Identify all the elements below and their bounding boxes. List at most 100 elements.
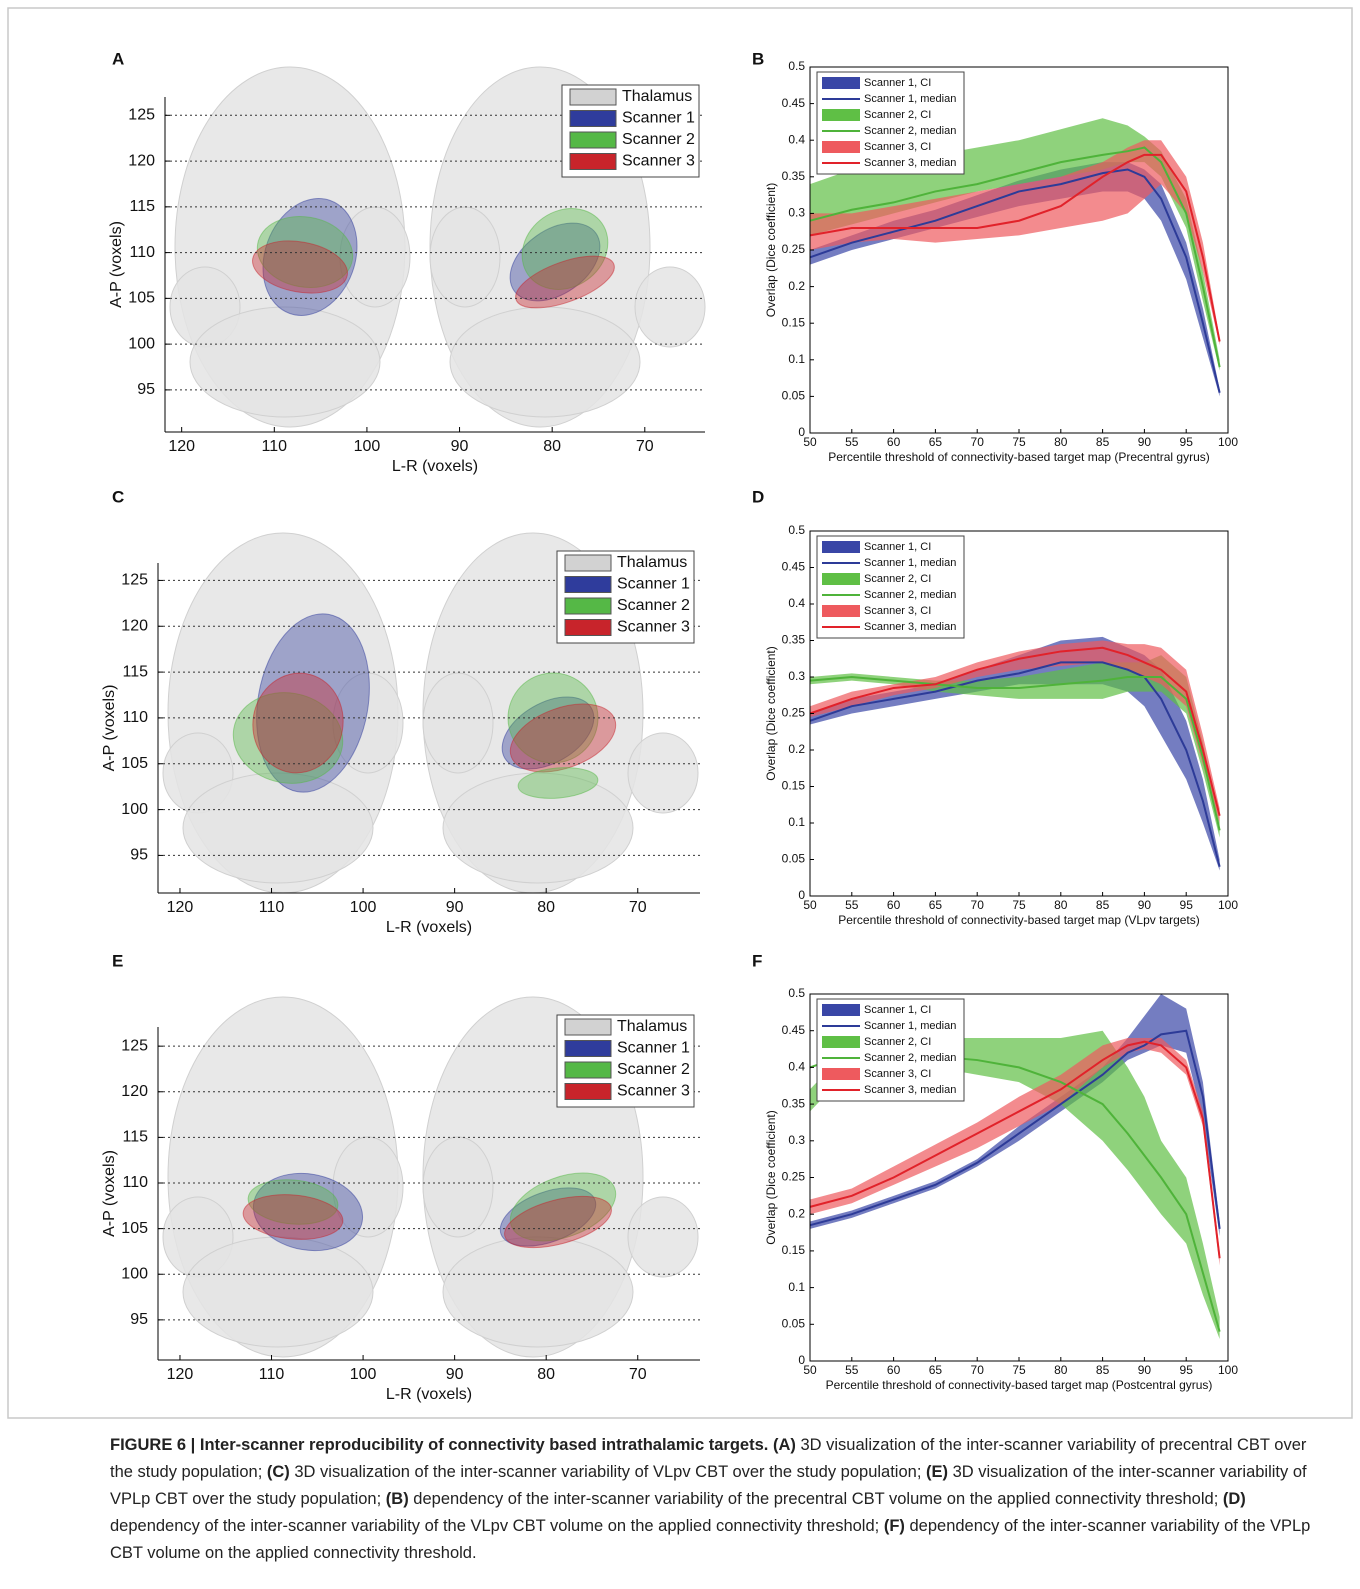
legend-label: Scanner 2 (622, 131, 695, 148)
x-tick-label: 55 (845, 1363, 859, 1377)
y-tick-label: 120 (121, 617, 148, 634)
legend-label: Scanner 3, CI (864, 1068, 931, 1080)
legend-swatch (822, 1036, 860, 1048)
y-tick-label: 0.15 (782, 1243, 806, 1257)
x-tick-label: 120 (167, 1366, 194, 1383)
legend-swatch (564, 597, 612, 615)
target-region (515, 255, 615, 309)
legend-label: Scanner 3 (617, 619, 690, 636)
x-tick-label: 50 (803, 1363, 817, 1377)
y-tick-label: 105 (128, 290, 155, 307)
target-region (509, 1172, 617, 1242)
x-tick-label: 90 (446, 1366, 464, 1383)
x-tick-label: 120 (168, 438, 195, 455)
x-tick-label: 95 (1180, 435, 1194, 449)
y-axis-label: A-P (voxels) (108, 221, 125, 308)
thalamus-shape (429, 206, 501, 308)
y-axis-label: Overlap (Dice coefficient) (764, 1110, 778, 1245)
y-tick-label: 100 (121, 1265, 148, 1282)
legend-swatch (564, 1083, 612, 1100)
thalamus-shape (634, 266, 706, 348)
legend-label: Scanner 1, CI (864, 541, 931, 553)
legend-swatch (822, 109, 860, 121)
x-tick-label: 100 (1218, 435, 1238, 449)
x-tick-label: 70 (636, 438, 654, 455)
legend-label: Thalamus (617, 1018, 687, 1035)
x-tick-label: 75 (1012, 435, 1026, 449)
y-axis-label: Overlap (Dice coefficient) (764, 183, 778, 318)
median-line (809, 168, 1221, 393)
legend-swatch (564, 1061, 612, 1079)
legend-label: Scanner 2, median (864, 1052, 956, 1064)
y-tick-label: 125 (121, 572, 148, 589)
x-tick-label: 80 (537, 1366, 555, 1383)
legend-swatch (564, 554, 612, 572)
x-tick-label: 100 (354, 438, 381, 455)
thalamus-shape (332, 672, 404, 774)
legend-label: Scanner 2, median (864, 125, 956, 137)
legend-swatch (564, 576, 612, 593)
x-tick-label: 120 (167, 899, 194, 916)
caption-title: FIGURE 6 | Inter-scanner reproducibility… (110, 1436, 769, 1454)
y-tick-label: 0.05 (782, 852, 806, 866)
y-tick-label: 120 (121, 1083, 148, 1100)
x-tick-label: 100 (350, 899, 377, 916)
y-axis-label: Overlap (Dice coefficient) (764, 646, 778, 781)
y-tick-label: 0.25 (782, 242, 806, 256)
x-tick-label: 110 (259, 1366, 285, 1383)
thalamus-shape (442, 772, 634, 884)
y-tick-label: 95 (137, 381, 155, 398)
caption-ref: (A) (772, 1436, 796, 1454)
y-tick-label: 95 (130, 847, 148, 864)
target-region (256, 613, 370, 793)
legend-swatch (564, 1018, 612, 1036)
x-tick-label: 70 (629, 899, 647, 916)
x-tick-label: 80 (543, 438, 561, 455)
legend-swatch (822, 1004, 860, 1016)
y-tick-label: 0.35 (782, 1096, 806, 1110)
y-tick-label: 100 (128, 335, 155, 352)
legend-label: Scanner 1, median (864, 93, 956, 105)
x-tick-label: 95 (1180, 1363, 1194, 1377)
legend-label: Scanner 3, CI (864, 605, 931, 617)
y-tick-label: 105 (121, 1220, 148, 1237)
y-tick-label: 0.3 (788, 206, 805, 220)
legend-label: Scanner 2, CI (864, 573, 931, 585)
x-tick-label: 80 (1054, 1363, 1068, 1377)
thalamus-shape (449, 306, 641, 418)
legend-swatch (569, 110, 617, 127)
panel-label: F (752, 951, 762, 970)
x-tick-label: 90 (446, 899, 464, 916)
y-tick-label: 110 (129, 244, 155, 261)
y-tick-label: 0.2 (788, 279, 805, 293)
thalamus-shape (422, 1136, 494, 1238)
legend-label: Scanner 1 (617, 1040, 690, 1057)
y-tick-label: 0.45 (782, 560, 806, 574)
x-tick-label: 55 (845, 435, 859, 449)
thalamus-shape (627, 732, 699, 814)
y-axis-label: A-P (voxels) (101, 685, 118, 772)
thalamus-shape (189, 306, 381, 418)
x-tick-label: 90 (1138, 1363, 1152, 1377)
y-tick-label: 100 (121, 801, 148, 818)
target-region (509, 222, 601, 302)
thalamus-shape (422, 672, 494, 774)
x-tick-label: 65 (929, 1363, 943, 1377)
x-tick-label: 75 (1012, 898, 1026, 912)
legend-swatch (569, 131, 617, 149)
thalamus-shape (182, 772, 374, 884)
caption-text: 3D visualization of the inter-scanner va… (110, 1463, 1307, 1508)
legend-label: Scanner 2, CI (864, 1036, 931, 1048)
median-line (809, 646, 1221, 816)
y-tick-label: 110 (122, 709, 148, 726)
x-tick-label: 80 (1054, 435, 1068, 449)
legend-label: Scanner 3, median (864, 621, 956, 633)
panel-label: D (752, 487, 764, 506)
legend-label: Scanner 1, CI (864, 77, 931, 89)
x-tick-label: 60 (887, 898, 901, 912)
y-tick-label: 0.1 (788, 815, 805, 829)
legend-swatch (822, 605, 860, 617)
legend-label: Thalamus (622, 88, 692, 105)
median-line (809, 1040, 1221, 1259)
legend-label: Scanner 1, CI (864, 1004, 931, 1016)
